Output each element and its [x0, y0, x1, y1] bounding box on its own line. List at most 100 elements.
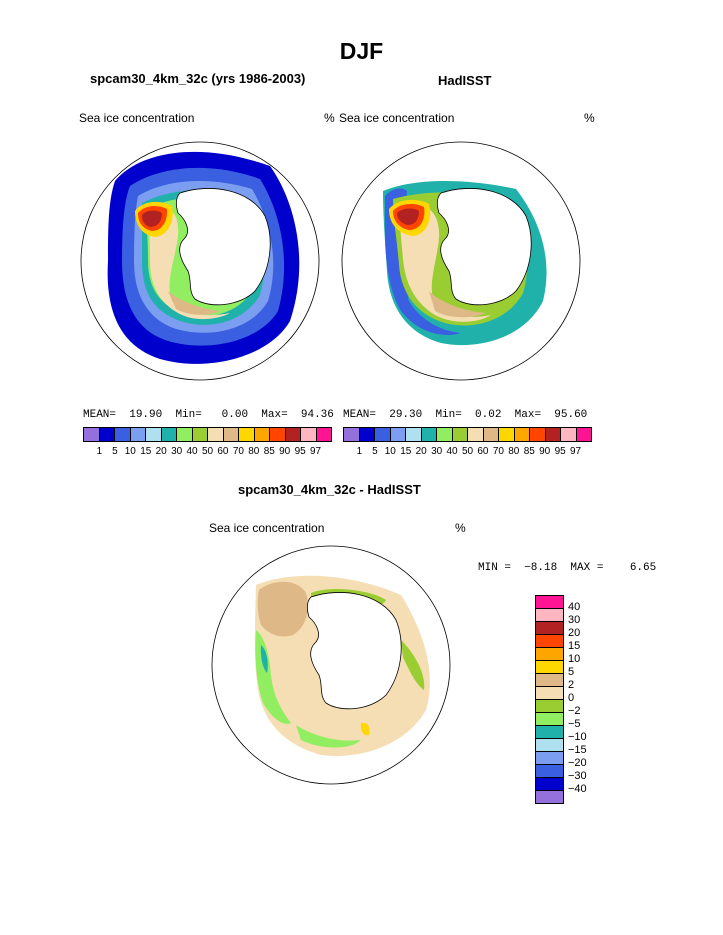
colorbar-tick-label: 10: [124, 446, 136, 457]
sea-ice-region: [168, 291, 220, 315]
colorbar-swatch: [115, 428, 131, 441]
diff-colorbar-swatch: [536, 661, 563, 674]
diff-colorbar-swatch: [536, 687, 563, 700]
left-polar-map: [80, 141, 320, 381]
colorbar-swatch: [285, 428, 301, 441]
sea-ice-region: [397, 208, 419, 225]
colorbar-tick-label: 50: [461, 446, 474, 457]
antarctica-landmass: [306, 592, 402, 710]
colorbar-tick-label: 10: [384, 446, 396, 457]
colorbar-swatch: [483, 428, 499, 441]
sea-ice-region: [429, 291, 486, 318]
colorbar-tick-label: 97: [310, 446, 322, 457]
diff-colorbar: [535, 595, 564, 804]
left-stats: MEAN= 19.90 Min= 0.00 Max= 94.36: [83, 409, 334, 421]
diff-colorbar-tick-label: −5: [568, 718, 581, 730]
colorbar-swatch: [499, 428, 515, 441]
colorbar-swatch: [146, 428, 162, 441]
diff-colorbar-tick-label: 30: [568, 614, 581, 626]
colorbar-swatch: [530, 428, 546, 441]
left-units-label: %: [324, 111, 335, 125]
colorbar-tick-label: 85: [523, 446, 535, 457]
diff-colorbar-tick-label: −20: [568, 757, 587, 769]
colorbar-tick-label: 15: [140, 446, 152, 457]
colorbar-tick-label: 20: [415, 446, 427, 457]
sea-ice-region: [400, 204, 491, 322]
colorbar-tick-label: 60: [477, 446, 489, 457]
diff-colorbar-tick-label: 0: [568, 692, 575, 704]
colorbar-tick-label: 20: [155, 446, 167, 457]
left-panel-heading: spcam30_4km_32c (yrs 1986-2003): [90, 71, 306, 86]
colorbar-tick-label: 5: [112, 446, 118, 457]
colorbar-swatch: [406, 428, 422, 441]
diff-variable-label: Sea ice concentration: [209, 521, 325, 535]
diff-colorbar-tick-label: −10: [568, 731, 587, 743]
colorbar-tick-label: 70: [492, 446, 504, 457]
antarctica-landmass: [175, 188, 271, 306]
diff-colorbar-swatch: [536, 648, 563, 661]
right-units-label: %: [584, 111, 595, 125]
colorbar-tick-label: 80: [248, 446, 260, 457]
colorbar-swatch: [375, 428, 391, 441]
diff-colorbar-swatch: [536, 622, 563, 635]
sea-ice-region: [149, 208, 230, 320]
colorbar-tick-label: 60: [217, 446, 229, 457]
colorbar-tick-label: 30: [171, 446, 183, 457]
diff-colorbar-swatch: [536, 609, 563, 622]
colorbar-swatch: [239, 428, 255, 441]
diff-region: [360, 722, 370, 736]
colorbar-swatch: [468, 428, 484, 441]
diff-region: [257, 581, 308, 637]
diff-colorbar-swatch: [536, 765, 563, 778]
right-stats: MEAN= 29.30 Min= 0.02 Max= 95.60: [343, 409, 588, 421]
colorbar-swatch: [130, 428, 146, 441]
right-colorbar: [343, 427, 592, 442]
colorbar-swatch: [192, 428, 208, 441]
colorbar-swatch: [576, 428, 591, 441]
diff-colorbar-tick-label: 40: [568, 601, 581, 613]
colorbar-swatch: [344, 428, 360, 441]
colorbar-swatch: [208, 428, 224, 441]
colorbar-swatch: [254, 428, 270, 441]
colorbar-tick-label: 40: [186, 446, 198, 457]
diff-region: [296, 725, 361, 748]
sea-ice-region: [142, 210, 162, 227]
diff-colorbar-swatch: [536, 674, 563, 687]
diff-region: [260, 645, 268, 673]
diff-colorbar-tick-label: −15: [568, 744, 587, 756]
difference-polar-map: [211, 545, 451, 785]
colorbar-tick-label: 85: [263, 446, 275, 457]
diff-colorbar-swatch: [536, 726, 563, 739]
diff-colorbar-tick-label: 5: [568, 666, 575, 678]
diff-colorbar-swatch: [536, 596, 563, 609]
right-panel-heading: HadISST: [438, 73, 492, 88]
colorbar-swatch: [161, 428, 177, 441]
diff-colorbar-swatch: [536, 752, 563, 765]
diff-colorbar-tick-label: −40: [568, 783, 587, 795]
diff-colorbar-tick-label: 2: [568, 679, 575, 691]
left-colorbar: [83, 427, 332, 442]
colorbar-swatch: [437, 428, 453, 441]
colorbar-tick-label: 5: [372, 446, 378, 457]
diff-colorbar-tick-label: 10: [568, 653, 581, 665]
diff-heading: spcam30_4km_32c - HadISST: [238, 482, 421, 497]
left-variable-label: Sea ice concentration: [79, 111, 195, 125]
colorbar-swatch: [84, 428, 100, 441]
diff-colorbar-swatch: [536, 778, 563, 791]
main-title: DJF: [339, 38, 384, 64]
colorbar-tick-label: 95: [554, 446, 566, 457]
diff-region: [401, 640, 425, 690]
colorbar-swatch: [223, 428, 239, 441]
colorbar-swatch: [561, 428, 577, 441]
right-polar-map: [341, 141, 581, 381]
diff-colorbar-swatch: [536, 700, 563, 713]
colorbar-swatch: [270, 428, 286, 441]
colorbar-swatch: [545, 428, 561, 441]
colorbar-tick-label: 50: [201, 446, 214, 457]
colorbar-tick-label: 1: [356, 446, 363, 457]
colorbar-tick-label: 90: [279, 446, 291, 457]
diff-units-label: %: [455, 521, 466, 535]
colorbar-swatch: [452, 428, 468, 441]
diff-colorbar-tick-label: −30: [568, 770, 587, 782]
colorbar-swatch: [390, 428, 406, 441]
